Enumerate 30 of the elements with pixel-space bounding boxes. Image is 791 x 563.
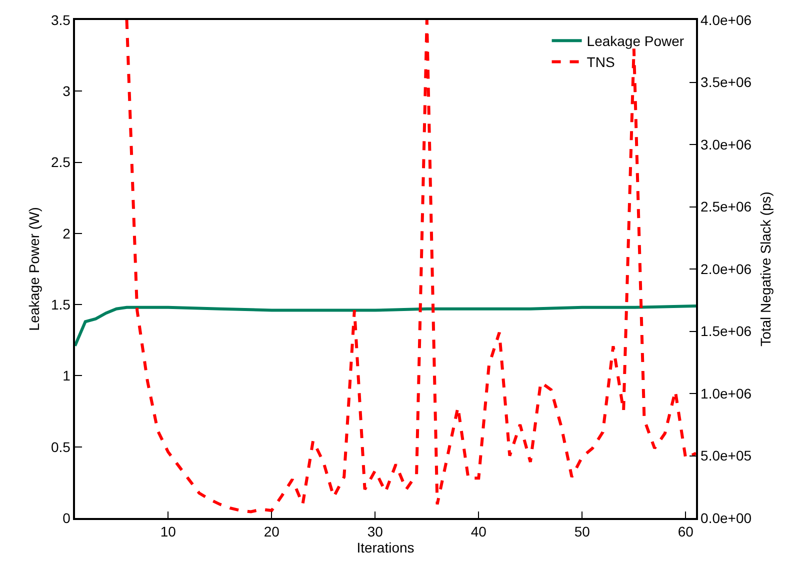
y-tick-label: 1.5 — [50, 296, 71, 312]
line-series — [75, 304, 696, 348]
legend-label: Leakage Power — [586, 33, 684, 50]
y2-tick-label: 3.0e+06 — [700, 136, 752, 152]
y-tick-label: 0.5 — [50, 438, 71, 455]
y2-axis-title: Total Negative Slack (ps) — [758, 192, 774, 346]
y2-tick-label: 5.0e+05 — [700, 448, 752, 464]
y2-tick-label: 1.5e+06 — [700, 323, 752, 340]
x-tick-label: 60 — [678, 524, 694, 540]
y-tick-label: 2.5 — [50, 154, 71, 170]
x-tick-label: 20 — [264, 524, 280, 540]
y2-tick-label: 4.0e+06 — [700, 12, 752, 28]
y2-tick-label: 3.5e+06 — [700, 74, 752, 90]
y2-tick-label: 2.0e+06 — [700, 260, 752, 277]
y-tick-label: 2 — [62, 225, 71, 242]
y2-tick-label: 0.0e+00 — [700, 510, 752, 526]
x-tick-label: 40 — [470, 524, 487, 540]
x-tick-label: 10 — [160, 524, 176, 540]
x-tick-label: 50 — [574, 524, 590, 540]
y-tick-label: 3 — [62, 83, 71, 100]
y2-tick-label: 1.0e+06 — [700, 385, 752, 402]
y-tick-label: 3.5 — [50, 12, 71, 28]
y-tick-label: 0 — [62, 510, 71, 526]
y2-tick-label: 2.5e+06 — [700, 198, 752, 215]
y-axis-title: Leakage Power (W) — [26, 207, 42, 331]
x-tick-label: 30 — [367, 524, 384, 540]
y-tick-label: 1 — [62, 368, 71, 384]
x-axis-title: Iterations — [356, 540, 414, 556]
legend-label: TNS — [586, 54, 615, 70]
line-series — [125, 20, 696, 514]
